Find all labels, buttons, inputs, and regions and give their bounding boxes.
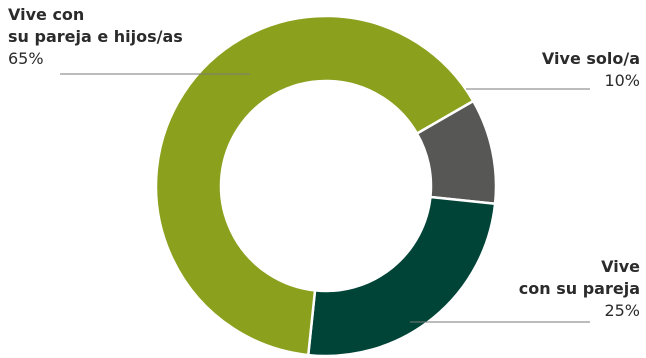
label-pareja: Vive con su pareja 25% [519, 256, 640, 322]
donut-slice-1 [306, 195, 497, 358]
donut-slices [154, 14, 498, 358]
label-pareja-hijos-percent: 65% [8, 49, 44, 68]
donut-slice-2 [154, 14, 475, 357]
label-pareja-hijos-line2: su pareja e hijos/as [8, 27, 183, 46]
label-pareja-hijos-line1: Vive con [8, 5, 85, 24]
label-pareja-line1: Vive [601, 257, 640, 276]
label-solo-line1: Vive solo/a [541, 49, 640, 68]
label-pareja-line2: con su pareja [518, 279, 640, 298]
label-solo: Vive solo/a 10% [542, 48, 640, 92]
label-solo-percent: 10% [604, 71, 640, 90]
leader-lines [60, 73, 590, 323]
label-pareja-hijos: Vive con su pareja e hijos/as 65% [8, 4, 183, 70]
label-pareja-percent: 25% [604, 301, 640, 320]
